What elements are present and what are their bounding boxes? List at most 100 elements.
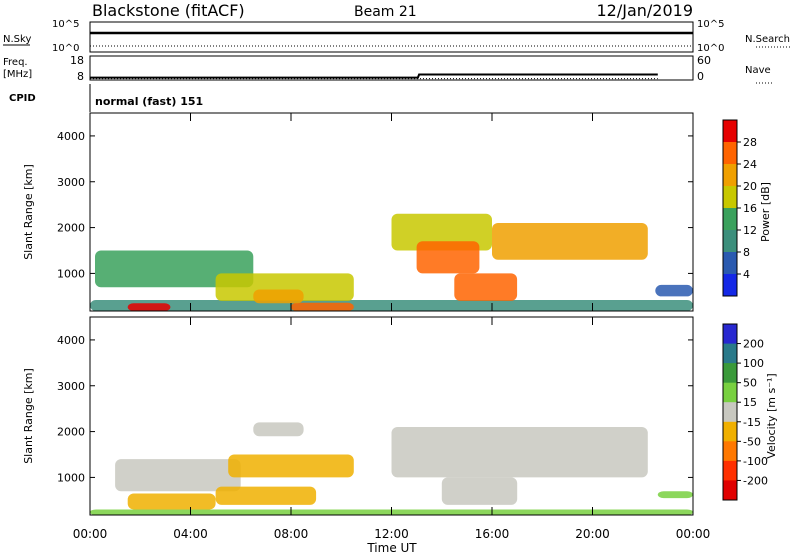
colorbar-swatch xyxy=(723,142,737,165)
scatter-region xyxy=(127,493,216,510)
colorbar-tick-label: 4 xyxy=(743,268,750,281)
colorbar-swatch xyxy=(723,186,737,209)
scatter-region xyxy=(454,273,518,301)
freq-series xyxy=(90,73,658,80)
nsky-tick-bottom: 10^0 xyxy=(52,43,79,54)
colorbar-swatch xyxy=(723,480,737,501)
x-tick-label: 12:00 xyxy=(374,527,409,541)
colorbar-tick-label: 8 xyxy=(743,246,750,259)
colorbar-swatch xyxy=(723,324,737,345)
power-colorbar: 4 8 12 16 20 24 28 xyxy=(722,119,757,297)
colorbar-tick-label: -15 xyxy=(743,416,761,429)
colorbar-tick-label: 16 xyxy=(743,202,757,215)
x-tick-label: 08:00 xyxy=(274,527,309,541)
y-tick-label: 1000 xyxy=(57,471,85,484)
x-tick-label: 16:00 xyxy=(475,527,510,541)
y-tick-label: 1000 xyxy=(57,267,85,280)
cpid-label: CPID xyxy=(9,93,36,104)
colorbar-swatch xyxy=(723,382,737,403)
colorbar-tick-label: -50 xyxy=(743,435,761,448)
colorbar-tick-label: -100 xyxy=(743,455,768,468)
noise-series xyxy=(90,31,693,47)
power-y-axis: 1000 2000 3000 4000 xyxy=(57,130,693,280)
nsearch-tick-top: 10^5 xyxy=(697,19,724,30)
scatter-region xyxy=(492,223,648,260)
colorbar-tick-label: 24 xyxy=(743,158,757,171)
nave-label: Nave xyxy=(745,65,771,76)
freq-tick-top: 18 xyxy=(70,54,84,67)
power-panel: 1000 2000 3000 4000 Slant Range [km] xyxy=(22,112,694,312)
colorbar-swatch xyxy=(723,274,737,297)
power-colorbar-label: Power [dB] xyxy=(759,182,772,242)
colorbar-tick-label: 28 xyxy=(743,136,757,149)
scatter-region xyxy=(127,303,171,311)
colorbar-tick-label: -200 xyxy=(743,474,768,487)
scatter-region xyxy=(657,491,693,499)
scatter-region xyxy=(253,422,304,437)
freq-label: Freq. xyxy=(3,57,28,68)
colorbar-frame xyxy=(722,323,738,501)
freq-panel-frame xyxy=(89,55,694,81)
scatter-region xyxy=(215,486,317,505)
colorbar-swatch xyxy=(723,441,737,462)
colorbar-tick-label: 200 xyxy=(743,338,764,351)
velocity-ylabel: Slant Range [km] xyxy=(22,368,35,464)
scatter-region xyxy=(391,427,648,478)
scatter-region xyxy=(441,477,518,505)
x-axis-label: Time UT xyxy=(366,541,417,554)
scatter-region xyxy=(115,459,241,492)
colorbar-swatch xyxy=(723,230,737,253)
nsearch-label: N.Search xyxy=(745,34,790,45)
colorbar-swatch xyxy=(723,120,737,143)
nave-tick-bottom: 0 xyxy=(697,70,704,83)
colorbar-swatch xyxy=(723,343,737,364)
y-tick-label: 4000 xyxy=(57,130,85,143)
velocity-panel: 1000 2000 3000 4000 Slant Range [km] xyxy=(22,316,694,516)
nsky-tick-top: 10^5 xyxy=(52,19,79,30)
noise-panel-frame xyxy=(89,21,694,53)
velocity-colorbar: 200 100 50 15 -15 -50 -100 -200 xyxy=(722,323,768,501)
colorbar-tick-label: 100 xyxy=(743,357,764,370)
nave-tick-top: 60 xyxy=(697,54,711,67)
colorbar-swatch xyxy=(723,164,737,187)
power-ylabel: Slant Range [km] xyxy=(22,164,35,260)
nsearch-tick-bottom: 10^0 xyxy=(697,43,724,54)
power-heatmap xyxy=(90,213,693,312)
colorbar-tick-label: 12 xyxy=(743,224,757,237)
colorbar-swatch xyxy=(723,421,737,442)
scatter-region xyxy=(416,241,480,274)
freq-unit-label: [MHz] xyxy=(3,69,32,80)
y-tick-label: 3000 xyxy=(57,176,85,189)
scatter-region xyxy=(228,454,354,478)
y-tick-label: 2000 xyxy=(57,426,85,439)
scatter-region xyxy=(655,284,693,297)
x-tick-label: 04:00 xyxy=(173,527,208,541)
colorbar-swatch xyxy=(723,208,737,231)
velocity-heatmap xyxy=(90,422,693,515)
scatter-region xyxy=(95,250,254,288)
x-tick-label: 00:00 xyxy=(73,527,108,541)
colorbar-swatch xyxy=(723,363,737,384)
scatter-region xyxy=(215,273,354,301)
velocity-y-axis: 1000 2000 3000 4000 xyxy=(57,334,693,484)
freq-line xyxy=(90,73,658,79)
station-title: Blackstone (fitACF) xyxy=(92,1,245,20)
y-tick-label: 4000 xyxy=(57,334,85,347)
y-tick-label: 3000 xyxy=(57,380,85,393)
colorbar-tick-label: 15 xyxy=(743,396,757,409)
beam-label: Beam 21 xyxy=(354,4,417,20)
freq-tick-bottom: 8 xyxy=(77,70,84,83)
colorbar-tick-label: 20 xyxy=(743,180,757,193)
time-axis: 00:00 04:00 08:00 12:00 16:00 20:00 00:00 xyxy=(73,113,710,541)
date-label: 12/Jan/2019 xyxy=(596,1,693,20)
colorbar-swatch xyxy=(723,402,737,423)
colorbar-tick-label: 50 xyxy=(743,377,757,390)
velocity-colorbar-label: Velocity [m s⁻¹] xyxy=(765,373,778,458)
colorbar-swatch xyxy=(723,460,737,481)
scatter-region xyxy=(291,302,354,312)
cpid-value: normal (fast) 151 xyxy=(95,95,203,108)
y-tick-label: 2000 xyxy=(57,222,85,235)
colorbar-swatch xyxy=(723,252,737,275)
scatter-region xyxy=(253,289,304,304)
